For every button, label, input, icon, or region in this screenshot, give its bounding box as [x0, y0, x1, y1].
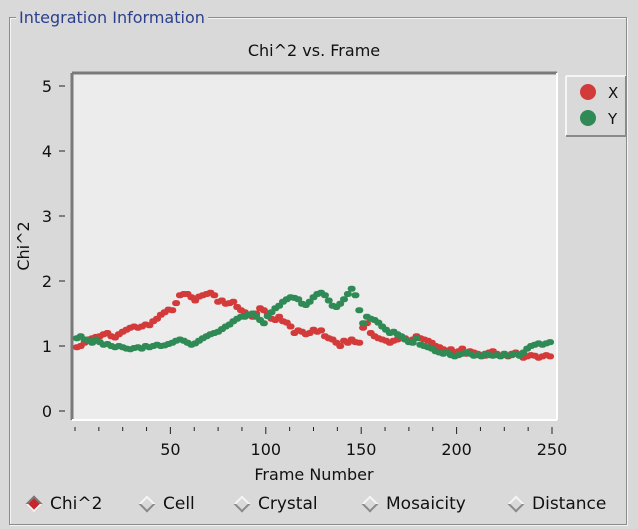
radio-indicator — [25, 495, 43, 513]
legend-label-x: X — [608, 84, 618, 102]
data-point-x — [275, 313, 284, 320]
radio-indicator — [361, 495, 379, 513]
y-tick-label: 3 — [42, 207, 52, 226]
legend-marker-y — [580, 110, 596, 126]
data-point-y — [305, 298, 314, 305]
legend-label-y: Y — [607, 110, 618, 128]
radio-label: Distance — [532, 494, 607, 514]
y-tick-label: 4 — [42, 142, 52, 161]
radio-label: Cell — [163, 494, 195, 514]
data-point-y — [294, 296, 303, 303]
data-point-y — [355, 307, 364, 314]
y-tick-label: 0 — [42, 402, 52, 421]
y-axis-label: Chi^2 — [14, 221, 33, 270]
plot-area — [72, 73, 557, 420]
data-point-y — [412, 335, 421, 342]
x-tick-label: 150 — [346, 440, 377, 459]
radio-mosaicity[interactable]: Mosaicity — [361, 492, 466, 516]
data-point-y — [343, 291, 352, 297]
data-point-x — [168, 307, 177, 314]
x-tick-label: 100 — [251, 440, 282, 459]
x-tick-label: 200 — [441, 440, 472, 459]
data-point-x — [229, 298, 238, 305]
data-point-x — [336, 343, 345, 349]
radio-indicator — [507, 495, 525, 513]
data-point-x — [210, 292, 219, 299]
plot-selector: Chi^2 Cell Crystal Mosaicity Distance — [24, 492, 624, 516]
radio-crystal[interactable]: Crystal — [233, 492, 318, 516]
data-point-y — [546, 339, 555, 346]
data-point-x — [355, 339, 364, 346]
data-point-y — [320, 292, 329, 299]
data-point-y — [259, 320, 268, 327]
data-point-y — [351, 292, 360, 299]
radio-label: Crystal — [258, 494, 318, 514]
data-point-y — [340, 296, 349, 303]
x-tick-label: 50 — [160, 440, 180, 459]
data-point-y — [359, 320, 368, 327]
radio-chi2[interactable]: Chi^2 — [25, 492, 103, 516]
data-point-x — [317, 327, 326, 334]
data-point-y — [347, 285, 356, 292]
data-point-y — [324, 297, 333, 304]
x-tick-label: 250 — [537, 440, 568, 459]
data-point-y — [336, 300, 345, 307]
integration-info-group — [9, 17, 627, 525]
radio-label: Mosaicity — [386, 494, 466, 514]
radio-cell[interactable]: Cell — [138, 492, 195, 516]
radio-distance[interactable]: Distance — [507, 492, 607, 516]
data-point-x — [359, 324, 368, 331]
y-tick-label: 5 — [42, 77, 52, 96]
radio-indicator — [233, 495, 251, 513]
chart-title: Chi^2 vs. Frame — [248, 41, 380, 60]
chi2-chart: Chi^2 vs. Frame 0 1 2 3 4 5 50 100 150 200 250 Fra… — [14, 41, 627, 484]
x-axis-label: Frame Number — [254, 465, 374, 484]
data-point-x — [172, 300, 181, 307]
y-tick-label: 1 — [42, 337, 52, 356]
radio-indicator — [138, 495, 156, 513]
chart-legend: XY — [565, 75, 627, 137]
radio-label: Chi^2 — [50, 494, 103, 514]
legend-marker-x — [580, 84, 596, 100]
group-title: Integration Information — [16, 8, 208, 28]
y-tick-label: 2 — [42, 272, 52, 291]
data-point-x — [546, 353, 555, 360]
data-point-y — [408, 339, 417, 346]
data-point-x — [286, 323, 295, 330]
